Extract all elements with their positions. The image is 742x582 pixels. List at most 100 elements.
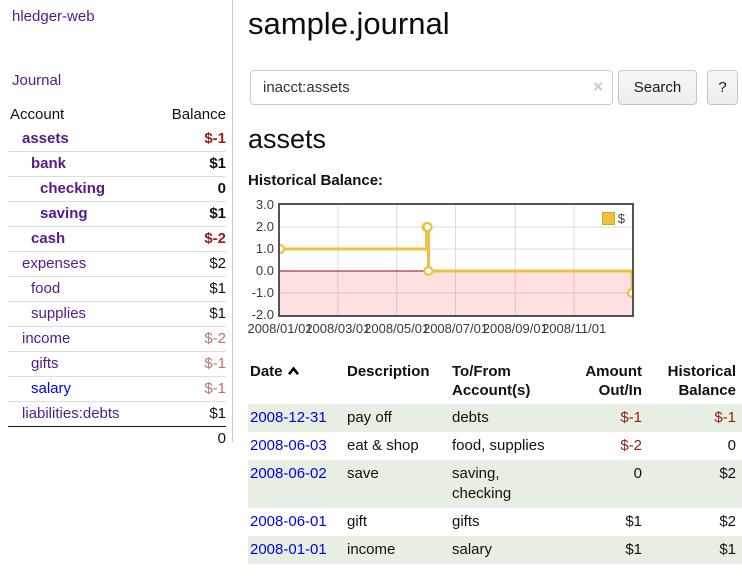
account-row-cash: cash $-2 [8,226,226,252]
account-link-assets[interactable]: assets [22,130,69,147]
transaction-balance: $-1 [714,409,736,426]
account-link-income[interactable]: income [22,330,71,347]
transaction-accounts: saving, checking [452,465,512,502]
account-row-liabilities-debts: liabilities:debts $1 [8,401,226,427]
y-tick-label: -1.0 [251,285,274,300]
transaction-accounts: salary [452,541,493,558]
transaction-description: gift [347,513,368,530]
account-row-checking: checking 0 [8,176,226,202]
register-row: 2008-12-31 pay off debts $-1 $-1 [248,404,742,432]
x-tick-label: 2008/01/01 [247,321,313,336]
clear-search-icon[interactable]: × [593,77,603,96]
chart-plot-area: $ [278,203,634,317]
register-table: Date Description To/From Account(s) Amou… [248,360,742,564]
chart-legend: $ [601,211,625,226]
transaction-amount: $-2 [620,437,642,454]
transaction-balance: $1 [719,541,736,558]
account-balance: $1 [209,305,226,322]
brand-link[interactable]: hledger-web [12,8,95,25]
accounts-total-value: 0 [217,430,226,447]
chart-title: Historical Balance: [248,172,384,189]
transaction-date-link[interactable]: 2008-12-31 [250,409,327,426]
register-header-accounts: To/From Account(s) [452,363,531,399]
account-row-food: food $1 [8,276,226,302]
account-balance: $1 [209,155,226,172]
transaction-date-link[interactable]: 2008-06-02 [250,465,327,482]
account-link-liabilities-debts[interactable]: liabilities:debts [22,405,120,422]
account-link-checking[interactable]: checking [40,180,106,197]
transaction-balance: 0 [727,437,736,454]
main-content: sample.journal × Search ? assets Histori… [247,0,742,564]
sidebar-item-journal[interactable]: Journal [12,72,62,89]
legend-swatch-dollar [601,212,615,225]
transaction-amount: $1 [625,541,642,558]
transaction-description: income [347,541,396,558]
register-header-row: Date Description To/From Account(s) Amou… [248,360,742,404]
search-button[interactable]: Search [618,70,697,105]
account-link-gifts[interactable]: gifts [31,355,59,372]
account-balance: $-2 [204,230,226,247]
account-balance: 0 [217,180,226,197]
search-input[interactable] [250,70,613,105]
transaction-accounts: debts [452,409,489,426]
x-tick-label: 2008/11/01 [542,321,607,336]
accounts-header-row: Account Balance [8,103,226,127]
transaction-date-link[interactable]: 2008-01-01 [250,541,327,558]
accounts-header-account: Account [10,106,65,123]
transaction-accounts: food, supplies [452,437,545,454]
account-row-saving: saving $1 [8,201,226,227]
register-header-date[interactable]: Date [248,360,345,404]
account-link-saving[interactable]: saving [40,205,88,222]
chart-plot-svg [280,205,632,315]
transaction-description: pay off [347,409,392,426]
help-button[interactable]: ? [707,70,738,105]
search-box: × [250,70,613,105]
account-balance: $1 [209,205,226,222]
account-link-bank[interactable]: bank [31,155,67,172]
account-balance: $-2 [204,330,226,347]
transaction-amount: $-1 [620,409,642,426]
account-link-expenses[interactable]: expenses [22,255,87,272]
search-row: × Search ? [248,70,742,105]
sidebar: hledger-web Journal Account Balance asse… [0,0,233,447]
account-row-gifts: gifts $-1 [8,351,226,377]
account-balance: $-1 [204,130,226,147]
account-balance: $-1 [204,380,226,397]
account-link-food[interactable]: food [31,280,61,297]
transaction-balance: $2 [719,513,736,530]
account-balance: $2 [209,255,226,272]
account-balance: $1 [209,405,226,422]
x-tick-label: 2008/05/01 [364,321,430,336]
transaction-date-link[interactable]: 2008-06-01 [250,513,327,530]
account-row-assets: assets $-1 [8,127,226,152]
transaction-date-link[interactable]: 2008-06-03 [250,437,327,454]
account-row-bank: bank $1 [8,151,226,177]
account-link-salary[interactable]: salary [31,380,72,397]
account-row-salary: salary $-1 [8,376,226,402]
account-row-supplies: supplies $1 [8,301,226,327]
account-row-income: income $-2 [8,326,226,352]
x-tick-label: 2008/07/01 [422,321,489,336]
x-tick-label: 2008/03/01 [305,321,371,336]
account-balance: $-1 [204,355,226,372]
transaction-amount: $1 [625,513,642,530]
y-tick-label: 3.0 [255,197,274,212]
register-header-amount: Amount Out/In [585,363,642,399]
y-tick-label: 0.0 [255,263,274,278]
y-tick-label: 2.0 [255,219,274,234]
register-header-description: Description [347,363,430,380]
account-link-cash[interactable]: cash [31,230,66,247]
sort-ascending-icon [287,362,300,381]
account-heading: assets [248,124,327,154]
transaction-amount: 0 [633,465,642,482]
register-row: 2008-06-01 gift gifts $1 $2 [248,508,742,536]
transaction-description: eat & shop [347,437,419,454]
accounts-total-row: 0 [8,426,226,452]
account-link-supplies[interactable]: supplies [31,305,87,322]
historical-balance-chart: $ 3.0 2.0 1.0 0.0 -1.0 -2.0 2008/01/01 2008/03… [247,197,668,346]
x-tick-label: 2008/09/01 [482,321,548,336]
account-row-expenses: expenses $2 [8,251,226,277]
accounts-balance-table: Account Balance assets $-1 bank $1 check… [8,103,226,451]
accounts-header-balance: Balance [171,106,226,123]
